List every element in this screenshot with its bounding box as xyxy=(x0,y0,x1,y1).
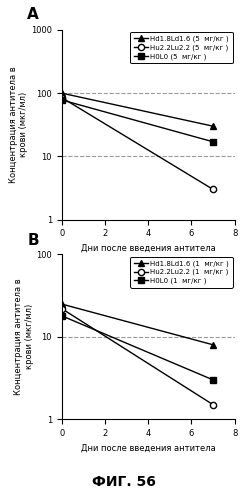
Y-axis label: Концентрация антитела в
крови (мкг/мл): Концентрация антитела в крови (мкг/мл) xyxy=(14,278,34,395)
Text: A: A xyxy=(27,7,39,22)
Legend: Hd1.8Ld1.6 (5  мг/кг ), Hu2.2Lu2.2 (5  мг/кг ), H0L0 (5  мг/кг ): Hd1.8Ld1.6 (5 мг/кг ), Hu2.2Lu2.2 (5 мг/… xyxy=(130,32,233,63)
X-axis label: Дни после введения антитела: Дни после введения антитела xyxy=(81,244,216,253)
Y-axis label: Концентрация антитела в
крови (мкг/мл): Концентрация антитела в крови (мкг/мл) xyxy=(9,66,28,183)
Legend: Hd1.8Ld1.6 (1  мг/кг ), Hu2.2Lu2.2 (1  мг/кг ), H0L0 (1  мг/кг ): Hd1.8Ld1.6 (1 мг/кг ), Hu2.2Lu2.2 (1 мг/… xyxy=(130,256,233,288)
X-axis label: Дни после введения антитела: Дни после введения антитела xyxy=(81,444,216,453)
Text: B: B xyxy=(27,233,39,248)
Text: ФИГ. 56: ФИГ. 56 xyxy=(92,475,155,489)
